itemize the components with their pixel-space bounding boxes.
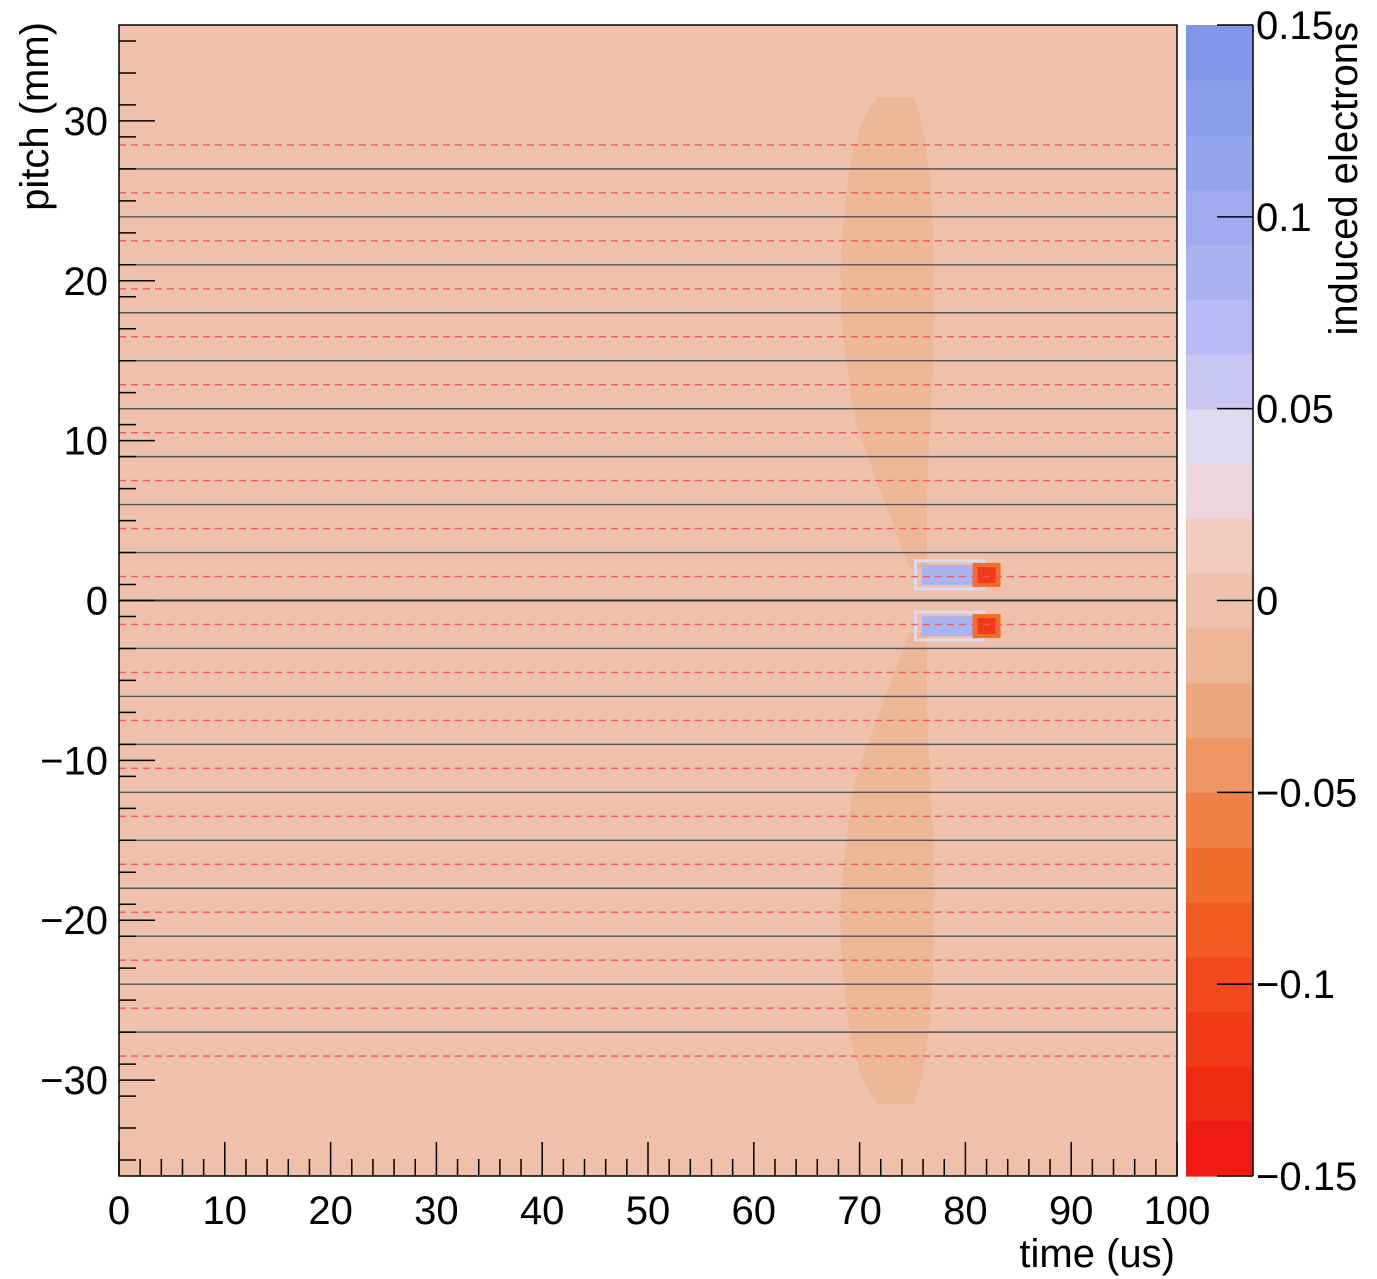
colorbar-tick-label: −0.1 [1256,963,1335,1007]
region-upper-lobe [840,96,935,569]
colorbar-tick-label: 0.15 [1256,4,1334,48]
x-tick-label: 50 [626,1189,671,1233]
colorbar-bin [1186,299,1253,355]
positive-spot [921,564,978,585]
colorbar-bin [1186,518,1253,574]
colorbar-bin [1186,901,1253,958]
colorbar: −0.15 −0.1 −0.05 0 0.05 0.1 0.15 [1186,4,1357,1199]
y-axis-label: pitch (mm) [13,22,57,211]
colorbar-bin [1186,1066,1253,1122]
x-tick-label: 20 [308,1189,353,1233]
x-tick-label: 90 [1049,1189,1094,1233]
x-axis: 0 10 20 30 40 50 60 70 80 90 100 [108,1142,1211,1233]
colorbar-bin [1186,134,1253,191]
colorbar-bin [1186,847,1253,903]
y-tick-label: 0 [86,580,108,624]
y-tick-label: 10 [64,420,109,464]
colorbar-tick-label: 0.05 [1256,388,1334,432]
x-tick-label: 100 [1144,1189,1211,1233]
y-axis: −30 −20 −10 0 10 20 30 [40,40,155,1161]
colorbar-bin [1186,244,1253,300]
midplane-dashed-lines [119,144,1177,1057]
colorbar-bin [1186,408,1253,465]
wire-lines [119,168,1177,1033]
y-tick-label: −30 [40,1059,108,1103]
x-tick-label: 80 [943,1189,988,1233]
colorbar-bin [1186,627,1253,684]
x-tick-label: 30 [414,1189,459,1233]
x-tick-label: 10 [203,1189,248,1233]
x-tick-label: 60 [732,1189,777,1233]
colorbar-bin [1186,463,1253,519]
colorbar-tick-label: 0 [1256,580,1278,624]
y-tick-label: −10 [40,739,108,783]
positive-spot [921,616,978,637]
colorbar-bin [1186,79,1253,136]
y-tick-label: 20 [64,260,109,304]
colorbar-bin [1186,792,1253,848]
colorbar-tick-label: 0.1 [1256,196,1312,240]
hot-spot [977,618,996,635]
colorbar-bin [1186,1011,1253,1067]
colorbar-bin [1186,737,1253,793]
colorbar-bin [1186,353,1253,410]
x-axis-label: time (us) [1019,1232,1175,1276]
hot-spot [977,566,996,583]
signal-regions [840,96,1001,1105]
x-tick-label: 0 [108,1189,130,1233]
colorbar-bin [1186,1121,1253,1177]
x-tick-label: 40 [520,1189,565,1233]
y-tick-label: 30 [64,100,109,144]
colorbar-label: induced electrons [1322,22,1366,336]
colorbar-bin [1186,682,1253,739]
x-tick-label: 70 [837,1189,882,1233]
colorbar-tick-label: −0.15 [1256,1155,1357,1199]
region-lower-lobe [840,632,935,1105]
y-tick-label: −20 [40,899,108,943]
colorbar-bin [1186,25,1253,81]
colorbar-tick-label: −0.05 [1256,771,1357,815]
